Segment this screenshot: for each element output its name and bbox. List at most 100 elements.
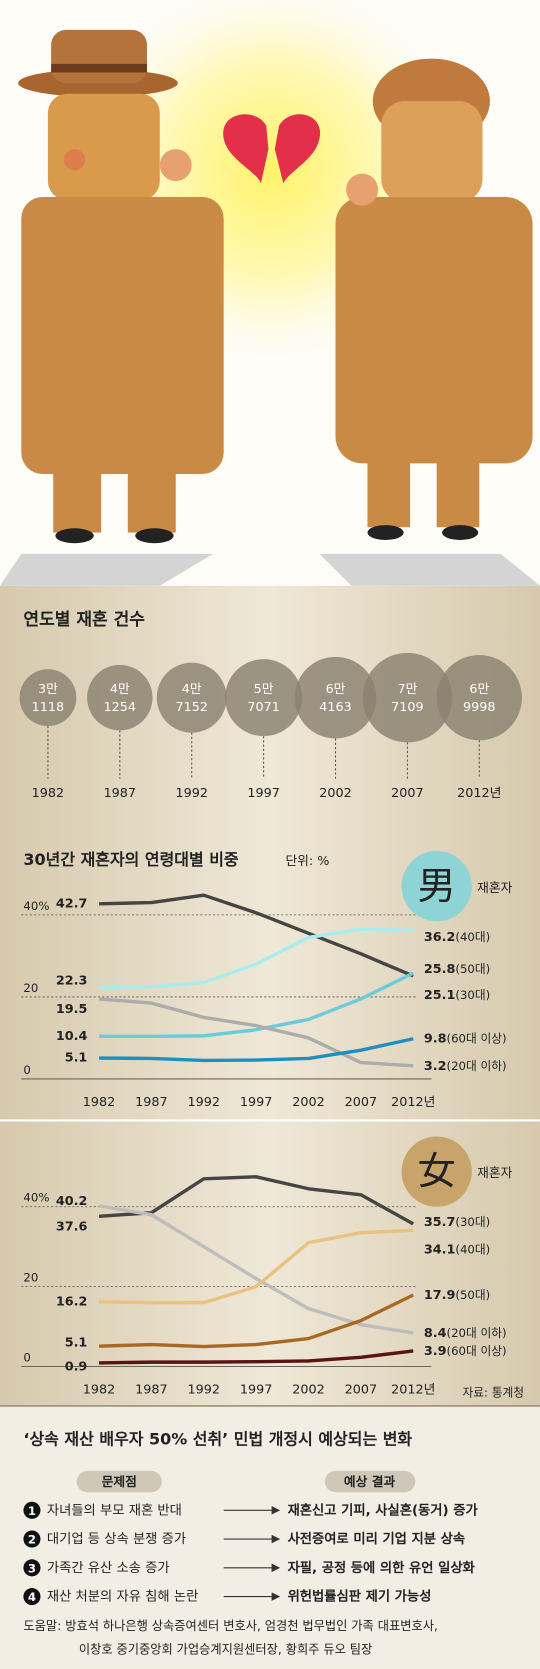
number-badge (23, 1530, 41, 1548)
row-number: 1 (28, 1504, 36, 1518)
result: 위헌법률심판 제기 가능성 (288, 1588, 432, 1605)
series-name: (60대 이상) (447, 1031, 507, 1045)
start-value-label: 0.9 (65, 1360, 88, 1375)
table-header: 문제점 (102, 1475, 137, 1490)
y-tick-label: 40% (23, 899, 49, 913)
end-value: 17.9 (424, 1288, 456, 1303)
start-value-label: 22.3 (56, 974, 88, 989)
series-line (99, 893, 414, 978)
x-tick-label: 1982 (83, 1095, 116, 1110)
end-value-label: 3.2(20대 이하) (424, 1058, 507, 1073)
bubble-label-line: 7109 (391, 700, 424, 715)
series-line (99, 927, 414, 990)
y-tick-label: 40% (23, 1191, 49, 1205)
x-tick-label: 1982 (83, 1382, 116, 1397)
series-line (99, 1037, 414, 1063)
bubble-label: 3만 1118 (32, 682, 65, 715)
end-value-label: 25.1(30대) (424, 988, 490, 1003)
end-value-label: 3.9(60대 이상) (424, 1343, 507, 1358)
series-name: (50대) (455, 961, 490, 975)
end-value: 36.2 (424, 929, 456, 944)
x-tick-label: 1992 (188, 1095, 221, 1110)
bubble-label-line: 4만 (182, 682, 202, 697)
series-name: (50대) (455, 1288, 490, 1302)
footer-line: 도움말: 방효석 하나은행 상속증여센터 변호사, 엄경천 법무법인 가족 대표… (23, 1618, 437, 1633)
series-name: (20대 이하) (447, 1058, 507, 1072)
bubble (436, 655, 522, 741)
x-tick-label: 1992 (175, 786, 208, 801)
end-value-label: 34.1(40대) (424, 1242, 490, 1257)
x-tick-label: 2002 (292, 1095, 325, 1110)
number-badge (23, 1501, 41, 1519)
illustration (0, 0, 540, 586)
y-tick-label: 20 (23, 1271, 38, 1285)
end-value: 35.7 (424, 1214, 456, 1229)
bubble-label-line: 6만 (469, 682, 489, 697)
problem: 가족간 유산 소송 증가 (47, 1560, 170, 1576)
bubble-label: 4만 1254 (104, 682, 137, 715)
bubble-label: 4만 7152 (175, 682, 208, 715)
x-tick-label: 1987 (135, 1095, 168, 1110)
problem: 대기업 등 상속 분쟁 증가 (47, 1531, 186, 1547)
end-value: 8.4 (424, 1325, 447, 1340)
bubble-label: 7만 7109 (391, 682, 424, 715)
table-title: ‘상속 재산 배우자 50% 선취’ 민법 개정시 예상되는 변화 (23, 1430, 412, 1449)
x-tick-label: 2012년 (391, 1095, 435, 1110)
bubble-label-line: 3만 (38, 682, 58, 697)
symbol: 男 (418, 864, 456, 909)
x-tick-label: 2002 (292, 1382, 325, 1397)
symbol-label: 재혼자 (477, 1166, 512, 1181)
start-value-label: 5.1 (65, 1335, 88, 1350)
bubble-label-line: 7만 (397, 682, 417, 697)
source: 자료: 통계청 (463, 1386, 524, 1400)
start-value-label: 19.5 (56, 1002, 88, 1017)
end-value-label: 25.8(50대) (424, 961, 490, 976)
end-value: 9.8 (424, 1031, 447, 1046)
series-line (99, 1349, 414, 1365)
x-tick-label: 2012년 (391, 1382, 435, 1397)
series-line (98, 1175, 415, 1226)
series-line (99, 1228, 414, 1305)
end-value: 3.2 (424, 1058, 447, 1073)
series-name: (40대) (455, 1242, 490, 1256)
bubble (19, 669, 77, 727)
bubble-label-line: 4만 (110, 682, 130, 697)
unit-label: 단위: % (285, 854, 329, 869)
table-rows: 1 자녀들의 부모 재혼 반대 재혼신고 기피, 사실혼(동거) 증가 2 대기업 등 … (23, 1501, 479, 1606)
x-tick-label: 1997 (247, 786, 280, 801)
start-value-label: 16.2 (56, 1294, 88, 1309)
bubble-label-line: 4163 (319, 700, 351, 715)
x-tick-label: 2012년 (457, 786, 501, 801)
bubble-label-line: 7152 (175, 700, 208, 715)
bubble-label: 5만 7071 (247, 682, 280, 715)
chart-title: 연도별 재혼 건수 (23, 609, 145, 630)
series-line (98, 1204, 414, 1335)
bubble (225, 659, 303, 737)
symbol-label: 재혼자 (477, 881, 512, 896)
row-number: 3 (28, 1561, 36, 1575)
bubble-label-line: 1254 (104, 700, 137, 715)
result: 사전증여로 미리 기업 지분 상속 (288, 1530, 466, 1547)
bubble-label-line: 7071 (247, 700, 280, 715)
bubble-label-line: 1118 (32, 700, 65, 715)
series-line (99, 1293, 415, 1349)
x-tick-label: 2002 (319, 786, 351, 801)
number-badge (23, 1559, 41, 1577)
end-value-label: 36.2(40대) (424, 929, 490, 944)
x-tick-label: 2007 (345, 1095, 378, 1110)
x-tick-label: 1992 (188, 1382, 221, 1397)
y-tick-label: 20 (23, 981, 38, 995)
problem: 자녀들의 부모 재혼 반대 (47, 1502, 182, 1518)
start-value-label: 42.7 (56, 896, 88, 911)
start-value-label: 37.6 (56, 1219, 88, 1234)
problem: 재산 처분의 자유 침해 논란 (47, 1589, 198, 1605)
start-value-label: 10.4 (56, 1029, 88, 1044)
x-tick-label: 1997 (240, 1382, 272, 1397)
end-value-label: 8.4(20대 이하) (424, 1325, 507, 1340)
symbol-badge (401, 851, 472, 922)
row-number: 2 (28, 1533, 36, 1547)
x-tick-label: 1997 (240, 1095, 272, 1110)
result: 재혼신고 기피, 사실혼(동거) 증가 (288, 1501, 479, 1518)
